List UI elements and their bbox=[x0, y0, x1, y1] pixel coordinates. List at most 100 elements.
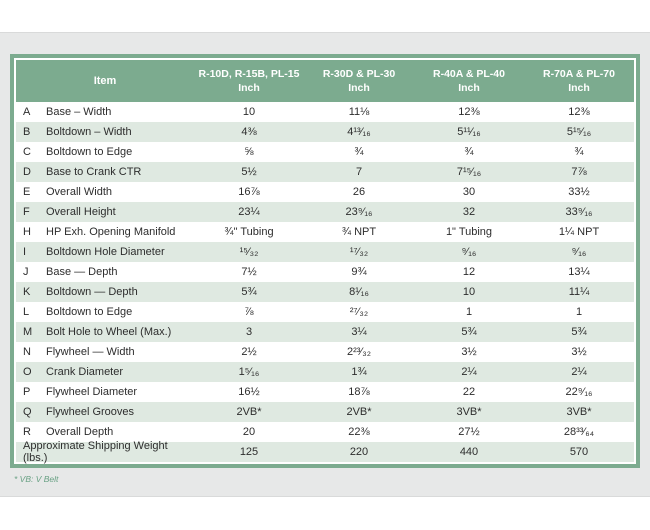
row-value: 4⅜ bbox=[241, 126, 257, 138]
table-row: Q Flywheel Grooves 2VB* 2VB* 3VB* 3VB* bbox=[16, 402, 634, 422]
spec-table: Item R-10D, R-15B, PL-15 Inch R-30D & PL… bbox=[10, 54, 640, 468]
row-value: 5½ bbox=[241, 166, 257, 178]
row-value: 23⁹⁄₁₆ bbox=[345, 206, 373, 218]
table-row: C Boltdown to Edge ⅝ ¾ ¾ ¾ bbox=[16, 142, 634, 162]
row-item-label: Overall Depth bbox=[46, 426, 114, 438]
row-value: 1 bbox=[575, 306, 583, 318]
row-letter: R bbox=[23, 426, 31, 438]
summary-label: Approximate Shipping Weight (lbs.) bbox=[23, 440, 168, 464]
row-value: 2¼ bbox=[461, 366, 477, 378]
summary-row: Approximate Shipping Weight (lbs.) 125 2… bbox=[16, 440, 634, 464]
row-value: ¾" Tubing bbox=[224, 226, 274, 238]
table-row: E Overall Width 16⅞ 26 30 33½ bbox=[16, 182, 634, 202]
row-letter: H bbox=[23, 226, 31, 238]
row-value: 3½ bbox=[571, 346, 587, 358]
table-row: L Boltdown to Edge ⅞ ²⁷⁄₃₂ 1 1 bbox=[16, 302, 634, 322]
row-value: 22 bbox=[462, 386, 476, 398]
row-letter: O bbox=[23, 366, 32, 378]
row-value: ¾ bbox=[464, 146, 474, 158]
row-letter: K bbox=[23, 286, 31, 298]
row-value: 1⁵⁄₁₆ bbox=[238, 366, 260, 378]
row-item-label: HP Exh. Opening Manifold bbox=[46, 226, 176, 238]
row-value: 1¾ bbox=[351, 366, 367, 378]
row-item-label: Base – Width bbox=[46, 106, 112, 118]
row-value: 2¼ bbox=[571, 366, 587, 378]
row-item-label: Boltdown – Width bbox=[46, 126, 132, 138]
row-letter: P bbox=[23, 386, 31, 398]
row-value: 2½ bbox=[241, 346, 257, 358]
table-row: B Boltdown – Width 4⅜ 4¹³⁄₁₆ 5¹¹⁄₁₆ 5¹⁵⁄… bbox=[16, 122, 634, 142]
column-header-unit-4: Inch bbox=[568, 82, 590, 94]
row-letter: J bbox=[23, 266, 29, 278]
row-letter: E bbox=[23, 186, 31, 198]
row-value: 10 bbox=[242, 106, 256, 118]
column-header-unit-2: Inch bbox=[348, 82, 370, 94]
table-row: I Boltdown Hole Diameter ¹⁵⁄₃₂ ¹⁷⁄₃₂ ⁹⁄₁… bbox=[16, 242, 634, 262]
row-value: ²⁷⁄₃₂ bbox=[349, 306, 369, 318]
summary-value: 570 bbox=[569, 446, 589, 458]
table-row: K Boltdown — Depth 5¾ 8¹⁄₁₆ 10 11¼ bbox=[16, 282, 634, 302]
column-header-model-1: R-10D, R-15B, PL-15 Inch bbox=[194, 67, 304, 95]
table-row: O Crank Diameter 1⁵⁄₁₆ 1¾ 2¼ 2¼ bbox=[16, 362, 634, 382]
row-item-label: Boltdown — Depth bbox=[46, 286, 138, 298]
row-value: 3¼ bbox=[351, 326, 367, 338]
column-header-item: Item bbox=[93, 74, 117, 87]
row-value: ¾ bbox=[574, 146, 584, 158]
row-letter: N bbox=[23, 346, 31, 358]
row-value: 8¹⁄₁₆ bbox=[349, 286, 369, 298]
column-header-unit-3: Inch bbox=[458, 82, 480, 94]
row-item-label: Bolt Hole to Wheel (Max.) bbox=[46, 326, 172, 338]
row-letter: M bbox=[23, 326, 33, 338]
row-item-label: Base — Depth bbox=[46, 266, 118, 278]
row-value: 4¹³⁄₁₆ bbox=[347, 126, 371, 138]
row-letter: C bbox=[23, 146, 31, 158]
row-value: 5¾ bbox=[571, 326, 587, 338]
row-value: 3VB* bbox=[566, 406, 592, 418]
row-value: 2²³⁄₃₂ bbox=[346, 346, 372, 358]
row-value: 23¼ bbox=[238, 206, 260, 218]
row-value: 7½ bbox=[241, 266, 257, 278]
row-letter: I bbox=[23, 246, 27, 258]
table-row: F Overall Height 23¼ 23⁹⁄₁₆ 32 33⁹⁄₁₆ bbox=[16, 202, 634, 222]
summary-value: 440 bbox=[459, 446, 479, 458]
row-value: 2VB* bbox=[346, 406, 372, 418]
row-value: 2VB* bbox=[236, 406, 262, 418]
row-item-label: Boltdown to Edge bbox=[46, 306, 133, 318]
table-row: M Bolt Hole to Wheel (Max.) 3 3¼ 5¾ 5¾ bbox=[16, 322, 634, 342]
row-value: 22⁹⁄₁₆ bbox=[565, 386, 593, 398]
row-value: 5¾ bbox=[461, 326, 477, 338]
row-value: ⁹⁄₁₆ bbox=[461, 246, 477, 258]
column-header-model-4: R-70A & PL-70 Inch bbox=[524, 67, 634, 95]
table-row: N Flywheel — Width 2½ 2²³⁄₃₂ 3½ 3½ bbox=[16, 342, 634, 362]
footnote: * VB: V Belt bbox=[14, 474, 59, 484]
row-letter: Q bbox=[23, 406, 32, 418]
summary-value: 125 bbox=[239, 446, 259, 458]
row-item-label: Crank Diameter bbox=[46, 366, 124, 378]
row-item-label: Boltdown Hole Diameter bbox=[46, 246, 165, 258]
row-value: 26 bbox=[352, 186, 366, 198]
row-value: ¹⁵⁄₃₂ bbox=[239, 246, 259, 258]
row-value: 11⅛ bbox=[348, 106, 370, 118]
table-row: A Base – Width 10 11⅛ 12⅜ 12⅜ bbox=[16, 102, 634, 122]
row-value: 5¾ bbox=[241, 286, 257, 298]
column-header-models-3: R-40A & PL-40 bbox=[433, 67, 505, 80]
table-body: A Base – Width 10 11⅛ 12⅜ 12⅜ B Boltdown… bbox=[16, 102, 634, 442]
row-value: 32 bbox=[462, 206, 476, 218]
row-value: 13¼ bbox=[568, 266, 590, 278]
row-value: ⅞ bbox=[244, 306, 254, 318]
row-value: 3VB* bbox=[456, 406, 482, 418]
row-item-label: Overall Width bbox=[46, 186, 113, 198]
row-value: 16½ bbox=[238, 386, 260, 398]
row-letter: B bbox=[23, 126, 31, 138]
row-value: ⅝ bbox=[244, 146, 254, 158]
row-item-label: Flywheel Diameter bbox=[46, 386, 138, 398]
row-value: 22⅜ bbox=[348, 426, 370, 438]
column-header-models-2: R-30D & PL-30 bbox=[322, 67, 396, 80]
row-value: 33½ bbox=[568, 186, 590, 198]
row-value: 18⅞ bbox=[348, 386, 370, 398]
column-header-model-2: R-30D & PL-30 Inch bbox=[304, 67, 414, 95]
row-value: 16⅞ bbox=[238, 186, 260, 198]
row-value: ¹⁷⁄₃₂ bbox=[349, 246, 369, 258]
column-header-models-1: R-10D, R-15B, PL-15 bbox=[198, 67, 300, 80]
row-value: ¾ bbox=[354, 146, 364, 158]
